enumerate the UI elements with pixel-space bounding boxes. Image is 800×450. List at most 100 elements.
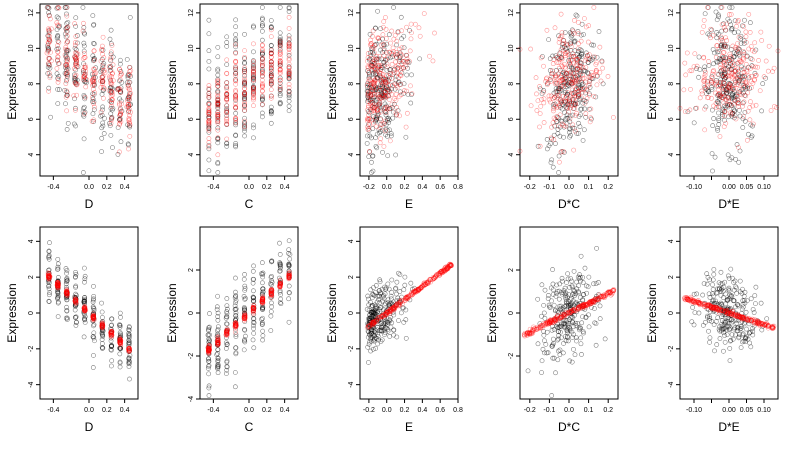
observed-point — [233, 24, 239, 30]
fitted-point — [224, 70, 230, 76]
observed-point — [542, 287, 548, 293]
fitted-point — [55, 49, 61, 55]
observed-point — [382, 101, 388, 107]
y-axis-title: Expression — [325, 283, 339, 342]
fitted-point — [56, 61, 62, 66]
observed-point — [215, 101, 221, 106]
fitted-point — [268, 71, 274, 77]
fitted-point — [370, 33, 375, 39]
observed-point — [117, 117, 123, 123]
fitted-point — [215, 115, 221, 121]
fitted-point — [268, 74, 274, 80]
fitted-point — [82, 94, 88, 100]
fitted-point — [365, 93, 371, 99]
observed-point — [575, 57, 581, 63]
fitted-point — [251, 90, 256, 96]
observed-point — [407, 28, 412, 33]
fitted-point — [541, 120, 547, 125]
observed-point — [376, 102, 382, 108]
observed-point — [65, 55, 71, 61]
fitted-point — [64, 40, 70, 46]
fitted-point — [125, 102, 131, 108]
fitted-point — [259, 64, 265, 70]
fitted-point — [770, 69, 776, 74]
observed-point — [242, 79, 247, 85]
fitted-point — [366, 112, 372, 118]
fitted-point — [268, 50, 274, 56]
observed-point — [378, 105, 384, 111]
fitted-point — [372, 77, 378, 83]
fitted-point — [286, 41, 292, 47]
observed-point — [65, 72, 70, 78]
fitted-point — [375, 92, 381, 97]
fitted-point — [233, 115, 239, 121]
fitted-point — [224, 91, 230, 97]
fitted-point — [382, 118, 388, 124]
observed-point — [277, 100, 283, 106]
observed-point — [206, 168, 212, 174]
fitted-point — [48, 49, 53, 55]
observed-point — [62, 87, 67, 93]
observed-point — [81, 113, 87, 119]
fitted-point — [251, 73, 256, 79]
observed-point — [277, 88, 283, 93]
observed-point — [242, 67, 247, 73]
fitted-point — [117, 67, 122, 72]
fitted-point — [251, 41, 256, 47]
fitted-point — [277, 62, 283, 68]
fitted-point — [110, 92, 116, 98]
observed-point — [268, 68, 274, 74]
x-tick-label: -0.2 — [524, 184, 536, 191]
observed-point — [578, 335, 584, 341]
observed-point — [215, 68, 221, 74]
fitted-point — [365, 64, 371, 69]
x-tick-label: -0.4 — [47, 407, 59, 414]
fitted-point — [268, 95, 274, 101]
observed-point — [117, 310, 123, 316]
fitted-point — [370, 85, 375, 91]
observed-point — [101, 61, 107, 67]
fitted-point — [427, 53, 432, 59]
observed-point — [81, 61, 86, 66]
observed-point — [378, 26, 383, 32]
fitted-point — [47, 39, 53, 44]
observed-point — [110, 145, 115, 150]
observed-point — [251, 91, 256, 97]
observed-point — [91, 119, 97, 124]
observed-point — [550, 53, 555, 59]
fitted-point — [109, 89, 115, 95]
observed-point — [710, 107, 715, 113]
fitted-point — [541, 100, 547, 106]
observed-point — [81, 48, 87, 54]
observed-point — [384, 41, 390, 47]
fitted-point — [403, 63, 409, 69]
fitted-point — [224, 91, 230, 97]
observed-point — [572, 39, 577, 45]
observed-point — [366, 154, 372, 160]
observed-point — [382, 63, 387, 68]
fitted-point — [82, 65, 88, 71]
observed-point — [118, 139, 124, 145]
fitted-point — [215, 114, 221, 120]
fitted-point — [206, 110, 212, 116]
fitted-point — [73, 50, 78, 56]
fitted-point — [385, 92, 391, 98]
fitted-point — [370, 120, 376, 126]
observed-point — [224, 106, 230, 111]
observed-point — [562, 30, 568, 35]
fitted-point — [215, 83, 221, 89]
x-axis-title: D*E — [718, 197, 739, 211]
observed-point — [242, 31, 247, 37]
fitted-point — [259, 83, 265, 89]
observed-point — [579, 352, 584, 357]
observed-points — [44, 5, 134, 175]
observed-point — [91, 92, 97, 97]
observed-point — [593, 342, 599, 348]
y-tick-label: 10 — [348, 44, 355, 52]
observed-point — [215, 327, 221, 332]
observed-point — [268, 73, 274, 79]
observed-point — [722, 339, 728, 345]
observed-point — [711, 267, 717, 272]
observed-point — [125, 75, 131, 81]
